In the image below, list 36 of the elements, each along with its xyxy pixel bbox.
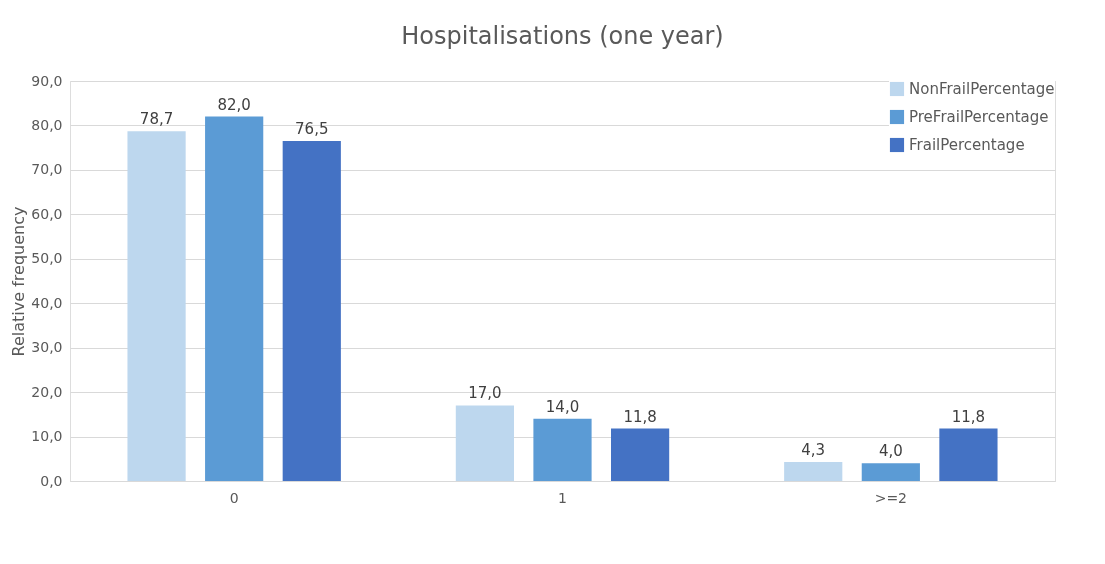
x-tick-label: >=2 bbox=[874, 489, 908, 506]
legend-label: NonFrailPercentage bbox=[909, 80, 1055, 98]
bar bbox=[282, 141, 341, 481]
data-label: 82,0 bbox=[217, 95, 251, 114]
y-tick-label: 60,0 bbox=[31, 205, 63, 222]
legend-label: FrailPercentage bbox=[909, 136, 1025, 154]
bar bbox=[611, 428, 670, 481]
bar bbox=[205, 116, 264, 481]
bar bbox=[533, 418, 592, 481]
legend-label: PreFrailPercentage bbox=[909, 108, 1049, 126]
data-label: 76,5 bbox=[295, 120, 329, 138]
x-tick-label: 1 bbox=[558, 489, 567, 506]
data-label: 14,0 bbox=[545, 397, 580, 416]
y-tick-label: 10,0 bbox=[31, 428, 63, 445]
bar bbox=[784, 461, 843, 481]
y-tick-label: 80,0 bbox=[31, 116, 63, 133]
bar bbox=[861, 463, 920, 481]
y-tick-label: 0,0 bbox=[40, 472, 63, 489]
x-tick-label: 0 bbox=[229, 489, 239, 506]
y-tick-label: 90,0 bbox=[31, 72, 63, 89]
chart-title: Hospitalisations (one year) bbox=[401, 22, 724, 50]
bar bbox=[455, 405, 514, 481]
data-label: 11,8 bbox=[623, 407, 657, 426]
bar bbox=[939, 428, 998, 481]
y-tick-label: 40,0 bbox=[31, 294, 63, 311]
y-tick-label: 30,0 bbox=[31, 339, 63, 356]
y-tick-label: 70,0 bbox=[31, 161, 63, 178]
bar bbox=[127, 131, 186, 481]
data-label: 11,8 bbox=[951, 407, 986, 426]
y-tick-label: 50,0 bbox=[31, 250, 63, 267]
data-label: 4,0 bbox=[878, 442, 903, 461]
data-label: 4,3 bbox=[801, 440, 826, 459]
data-label: 78,7 bbox=[139, 110, 174, 129]
y-tick-label: 20,0 bbox=[31, 383, 63, 400]
data-label: 17,0 bbox=[468, 384, 502, 403]
y-axis-title: Relative frequency bbox=[9, 206, 29, 357]
